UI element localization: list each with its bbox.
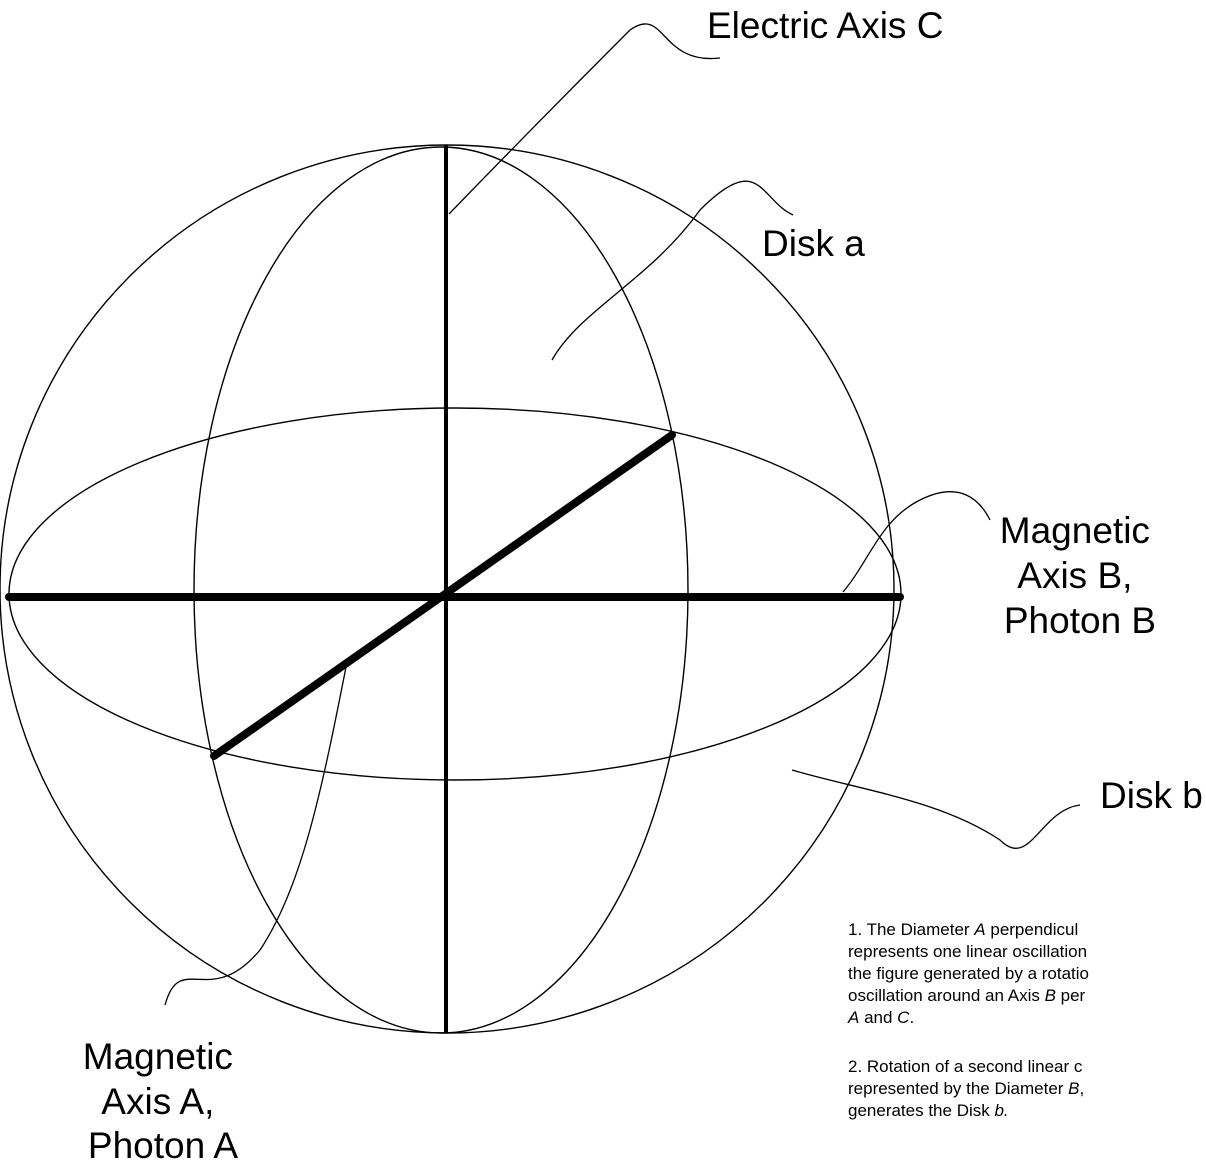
leader-magnetic-a <box>164 666 347 1006</box>
label-disk-a: Disk a <box>762 223 865 264</box>
leader-disk-a <box>551 180 794 361</box>
leader-magnetic-b <box>842 491 991 593</box>
label-magnetic-b: Magnetic Axis B, Photon B <box>1000 510 1160 641</box>
label-magnetic-a-line2: Axis A, <box>101 1081 214 1122</box>
leader-disk-b <box>791 769 1081 849</box>
label-magnetic-a: Magnetic Axis A, Photon A <box>83 1036 243 1163</box>
label-electric-axis-c: Electric Axis C <box>707 5 943 46</box>
label-magnetic-a-line1: Magnetic <box>83 1036 233 1077</box>
label-disk-b: Disk b <box>1100 775 1203 816</box>
leader-electric-axis-c <box>448 23 721 215</box>
label-magnetic-b-line3: Photon B <box>1004 600 1156 641</box>
note-1: 1. The Diameter A perpendicul represents… <box>847 920 1094 1027</box>
disk-a-ellipse <box>193 146 689 1034</box>
note-2: 2. Rotation of a second linear c represe… <box>848 1057 1089 1120</box>
magnetic-axis-a-line <box>210 431 676 760</box>
label-magnetic-b-line1: Magnetic <box>1000 510 1150 551</box>
label-magnetic-b-line2: Axis B, <box>1017 555 1132 596</box>
label-magnetic-a-line3: Photon A <box>88 1125 239 1163</box>
